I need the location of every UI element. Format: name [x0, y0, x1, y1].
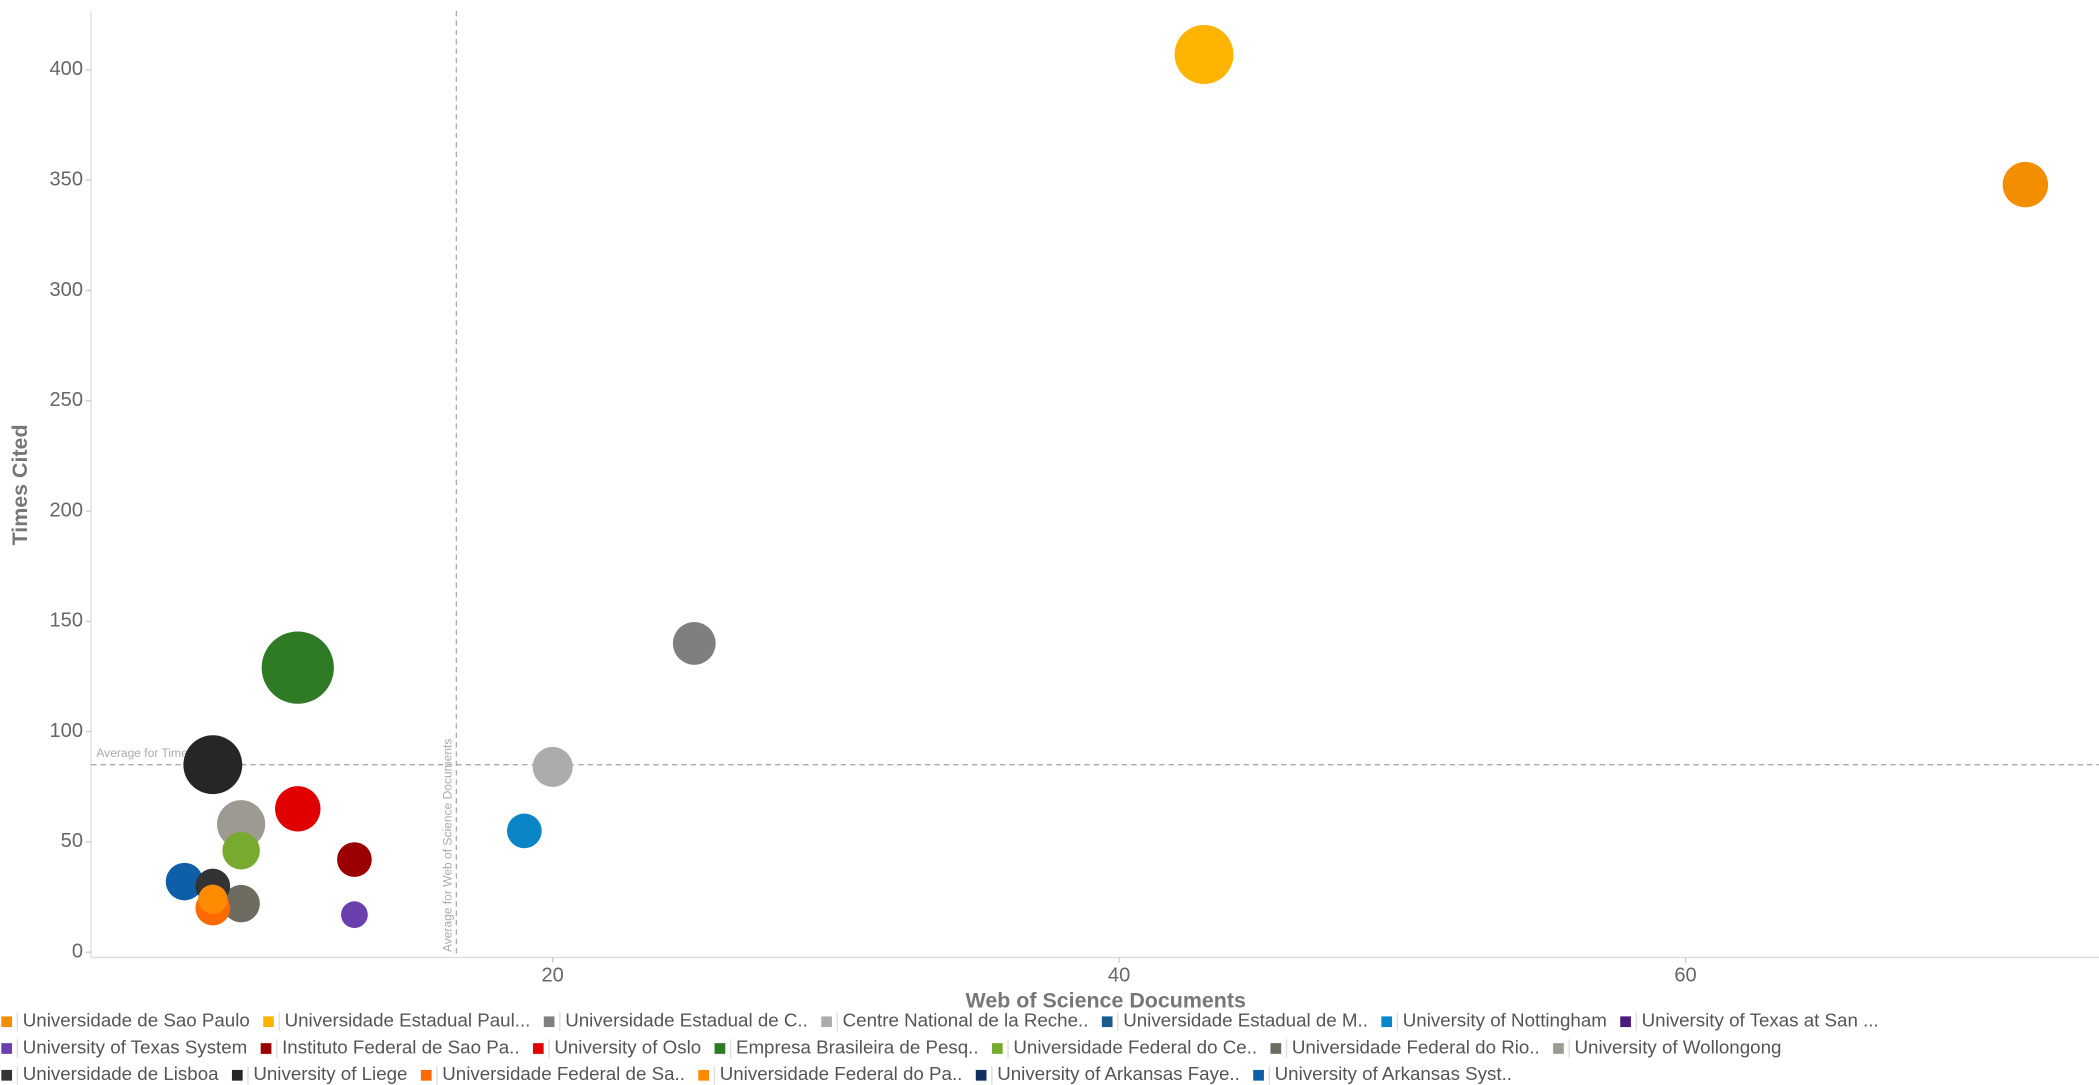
bubble: [198, 884, 228, 914]
legend: Universidade de Sao Paulo Universidade Es…: [1, 1010, 1879, 1085]
legend-item: Universidade Federal do Pa..: [698, 1063, 963, 1085]
legend-label: University of Arkansas Faye..: [997, 1063, 1240, 1084]
legend-item: University of Texas at San ...: [1620, 1010, 1879, 1032]
y-tick-label: 350: [50, 169, 83, 191]
legend-label: University of Liege: [253, 1063, 407, 1084]
legend-swatch: [1, 1043, 13, 1054]
legend-swatch: [698, 1069, 710, 1081]
legend-label: University of Arkansas Syst..: [1275, 1063, 1512, 1084]
legend-item: Universidade Federal do Ce..: [991, 1036, 1257, 1058]
legend-swatch: [543, 1016, 555, 1028]
legend-swatch: [991, 1043, 1003, 1054]
legend-swatch: [1270, 1043, 1282, 1054]
legend-swatch: [263, 1016, 274, 1028]
legend-swatch: [714, 1043, 726, 1054]
legend-item: Universidade Federal do Rio..: [1270, 1036, 1540, 1058]
y-tick-label: 400: [50, 58, 83, 80]
legend-item: Empresa Brasileira de Pesq..: [714, 1036, 979, 1058]
legend-item: University of Wollongong: [1553, 1036, 1782, 1058]
legend-swatch: [1620, 1016, 1631, 1028]
legend-label: University of Texas System: [23, 1036, 248, 1057]
legend-label: Empresa Brasileira de Pesq..: [736, 1036, 979, 1057]
legend-item: University of Nottingham: [1381, 1010, 1607, 1032]
legend-label: Universidade Estadual Paul...: [285, 1010, 531, 1031]
legend-label: Universidade Estadual de M..: [1123, 1010, 1368, 1031]
bubble: [222, 831, 260, 870]
legend-item: Universidade Estadual Paul...: [263, 1010, 531, 1032]
legend-label: Centre National de la Reche..: [843, 1010, 1089, 1031]
x-tick-label: 40: [1108, 965, 1130, 987]
legend-label: Universidade Federal do Pa..: [720, 1063, 963, 1084]
legend-label: University of Oslo: [554, 1036, 701, 1057]
bubble: [275, 786, 321, 832]
legend-item: University of Arkansas Syst..: [1253, 1063, 1512, 1085]
legend-swatch: [1381, 1016, 1393, 1028]
x-axis-label: Web of Science Documents: [966, 988, 1246, 1012]
legend-swatch: [1, 1069, 13, 1081]
legend-swatch: [975, 1069, 987, 1081]
reference-label: Average for Times Cited: [96, 746, 225, 760]
legend-item: Universidade de Lisboa: [1, 1063, 219, 1085]
legend-label: Universidade de Lisboa: [23, 1063, 219, 1084]
legend-item: University of Liege: [231, 1063, 407, 1085]
legend-swatch: [231, 1069, 243, 1081]
legend-swatch: [821, 1016, 832, 1028]
y-tick-label: 200: [50, 499, 83, 521]
y-tick-label: 0: [72, 940, 83, 962]
bubble: [261, 631, 334, 704]
bubble: [337, 842, 372, 877]
legend-item: University of Texas System: [1, 1036, 248, 1058]
legend-label: Universidade Federal de Sa..: [442, 1063, 685, 1084]
bubble: [217, 800, 266, 849]
legend-item: University of Arkansas Faye..: [975, 1063, 1240, 1085]
legend-swatch: [532, 1043, 544, 1054]
legend-swatch: [1253, 1069, 1264, 1081]
x-tick-label: 20: [541, 965, 563, 987]
bubble: [1174, 25, 1234, 84]
legend-item: Instituto Federal de Sao Pa..: [260, 1036, 520, 1058]
legend-label: University of Wollongong: [1575, 1036, 1782, 1057]
legend-label: University of Nottingham: [1403, 1010, 1607, 1031]
legend-swatch: [1, 1016, 13, 1028]
legend-label: Instituto Federal de Sao Pa..: [282, 1036, 519, 1057]
y-tick-label: 300: [50, 279, 83, 301]
bubble: [341, 901, 368, 929]
legend-label: Universidade Federal do Ce..: [1013, 1036, 1257, 1057]
y-tick-label: 250: [50, 389, 83, 411]
bubble: [506, 813, 542, 849]
y-axis-label: Times Cited: [8, 424, 32, 545]
bubble: [532, 746, 573, 787]
legend-label: Universidade de Sao Paulo: [23, 1010, 250, 1031]
legend-item: Universidade Estadual de M..: [1101, 1010, 1368, 1032]
legend-item: Universidade Estadual de C..: [543, 1010, 808, 1032]
legend-swatch: [1553, 1043, 1564, 1054]
y-tick-label: 150: [50, 610, 83, 632]
bubble: [2002, 161, 2049, 208]
y-tick-label: 50: [61, 830, 83, 852]
legend-swatch: [1101, 1016, 1113, 1028]
y-tick-label: 100: [50, 720, 83, 742]
bubble: [222, 884, 260, 923]
legend-item: University of Oslo: [532, 1036, 701, 1058]
bubble: [165, 862, 204, 901]
bubble: [183, 735, 243, 795]
legend-swatch: [420, 1069, 432, 1081]
bubble: [672, 621, 716, 665]
legend-swatch: [260, 1043, 272, 1054]
legend-label: University of Texas at San ...: [1642, 1010, 1879, 1031]
legend-item: Universidade de Sao Paulo: [1, 1010, 250, 1032]
x-tick-label: 60: [1674, 965, 1696, 987]
legend-label: Universidade Federal do Rio..: [1292, 1036, 1540, 1057]
legend-label: Universidade Estadual de C..: [565, 1010, 808, 1031]
legend-item: Universidade Federal de Sa..: [420, 1063, 685, 1085]
legend-item: Centre National de la Reche..: [821, 1010, 1089, 1032]
reference-label: Average for Web of Science Documents: [441, 739, 455, 953]
